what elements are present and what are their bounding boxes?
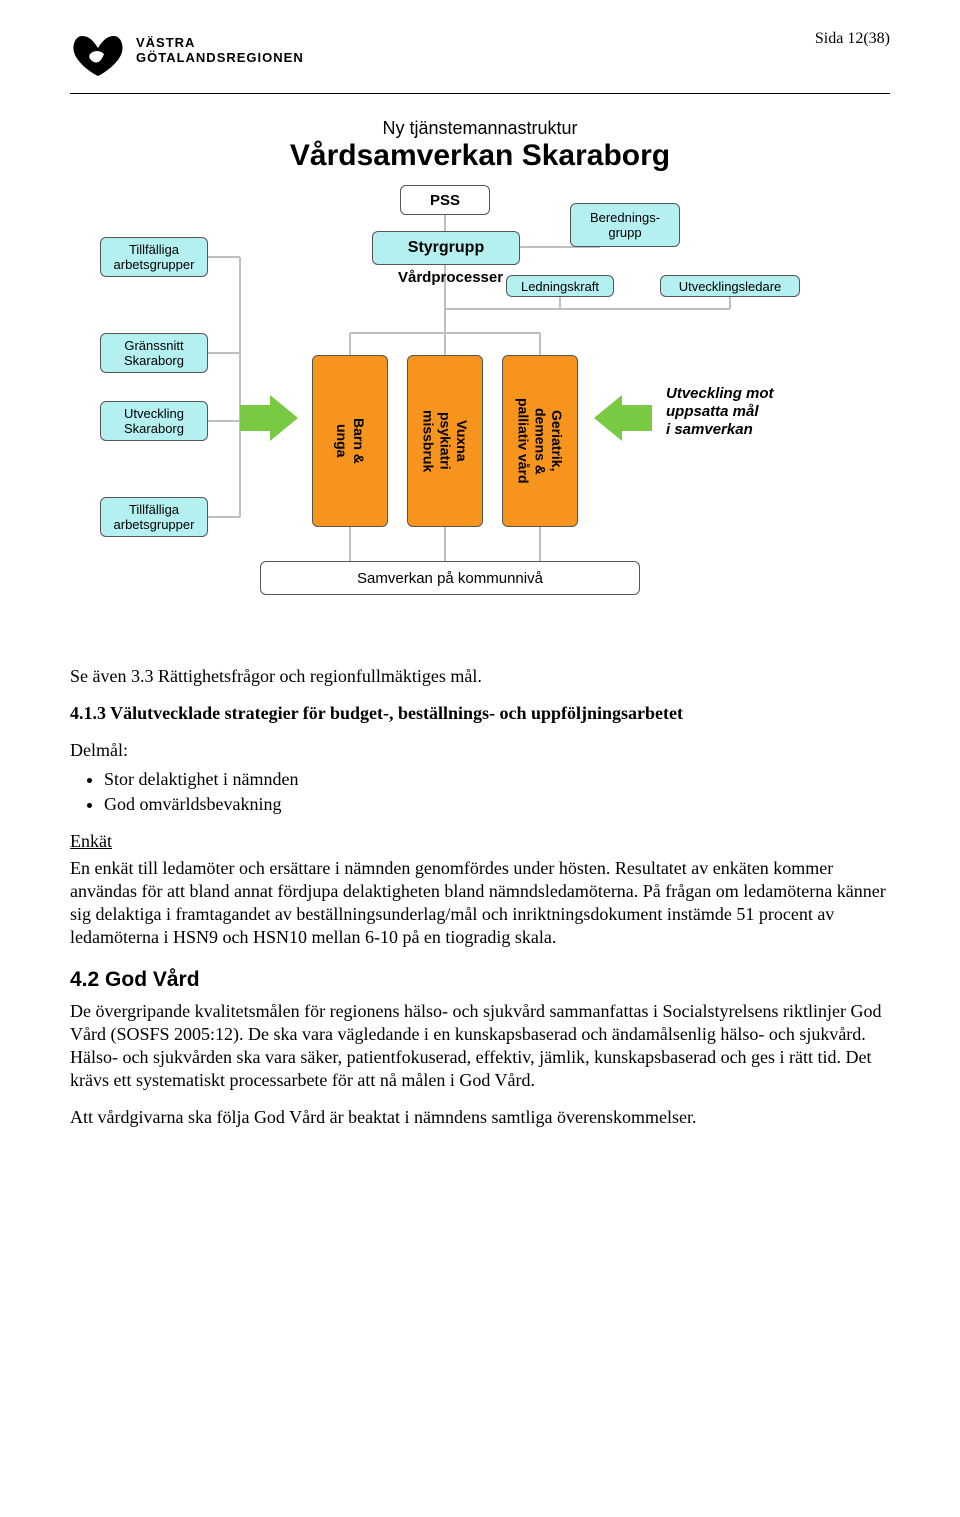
delmal-item: God omvärldsbevakning bbox=[104, 793, 890, 816]
logo-icon bbox=[70, 30, 126, 85]
paragraph-42a: De övergripande kvalitetsmålen för regio… bbox=[70, 1000, 890, 1092]
node-vuxna-label: Vuxna psykiatri missbruk bbox=[420, 410, 470, 472]
node-tillfalliga-top: Tillfälliga arbetsgrupper bbox=[100, 237, 208, 277]
diagram-title: Vårdsamverkan Skaraborg bbox=[100, 139, 860, 173]
delmal-list: Stor delaktighet i nämnden God omvärldsb… bbox=[104, 768, 890, 816]
node-styrgrupp: Styrgrupp bbox=[372, 231, 520, 265]
paragraph-42b: Att vårdgivarna ska följa God Vård är be… bbox=[70, 1106, 890, 1129]
logo-block: VÄSTRA GÖTALANDSREGIONEN bbox=[70, 30, 304, 85]
page-number: Sida 12(38) bbox=[815, 30, 890, 48]
enkat-paragraph: En enkät till ledamöter och ersättare i … bbox=[70, 857, 890, 949]
node-barn-unga-label: Barn & unga bbox=[333, 418, 367, 464]
node-beredningsgrupp: Berednings- grupp bbox=[570, 203, 680, 247]
org-diagram: Ny tjänstemannastruktur Vårdsamverkan Sk… bbox=[100, 118, 860, 625]
logo-line1: VÄSTRA bbox=[136, 36, 304, 51]
node-tillfalliga-bottom: Tillfälliga arbetsgrupper bbox=[100, 497, 208, 537]
logo-text: VÄSTRA GÖTALANDSREGIONEN bbox=[136, 36, 304, 66]
node-utveckling-skaraborg: Utveckling Skaraborg bbox=[100, 401, 208, 441]
node-ledningskraft: Ledningskraft bbox=[506, 275, 614, 297]
document-page: VÄSTRA GÖTALANDSREGIONEN Sida 12(38) Ny … bbox=[0, 0, 960, 1183]
node-geriatrik-label: Geriatrik, demens & palliativ vård bbox=[515, 398, 565, 484]
arrow-right-icon bbox=[240, 395, 298, 446]
node-barn-unga: Barn & unga bbox=[312, 355, 388, 527]
node-utvecklingsledare: Utvecklingsledare bbox=[660, 275, 800, 297]
arrow-left-icon bbox=[594, 395, 652, 446]
heading-42: 4.2 God Vård bbox=[70, 967, 890, 994]
vardprocesser-label: Vårdprocesser bbox=[398, 269, 503, 286]
node-vuxna: Vuxna psykiatri missbruk bbox=[407, 355, 483, 527]
diagram-side-text: Utveckling mot uppsatta mål i samverkan bbox=[666, 385, 774, 439]
delmal-item: Stor delaktighet i nämnden bbox=[104, 768, 890, 791]
page-header: VÄSTRA GÖTALANDSREGIONEN Sida 12(38) bbox=[70, 30, 890, 85]
diagram-subtitle: Ny tjänstemannastruktur bbox=[100, 118, 860, 139]
heading-413: 4.1.3 Välutvecklade strategier för budge… bbox=[70, 702, 890, 725]
node-geriatrik: Geriatrik, demens & palliativ vård bbox=[502, 355, 578, 527]
enkat-heading: Enkät bbox=[70, 831, 112, 851]
node-granssnitt: Gränssnitt Skaraborg bbox=[100, 333, 208, 373]
delmal-label: Delmål: bbox=[70, 739, 890, 762]
logo-line2: GÖTALANDSREGIONEN bbox=[136, 51, 304, 66]
diagram-canvas: PSS Styrgrupp Berednings- grupp Vårdproc… bbox=[100, 185, 860, 625]
node-samverkan-kommun: Samverkan på kommunnivå bbox=[260, 561, 640, 595]
body-content: Se även 3.3 Rättighetsfrågor och regionf… bbox=[70, 665, 890, 1129]
node-pss: PSS bbox=[400, 185, 490, 215]
se-aven-line: Se även 3.3 Rättighetsfrågor och regionf… bbox=[70, 665, 890, 688]
header-divider bbox=[70, 93, 890, 94]
